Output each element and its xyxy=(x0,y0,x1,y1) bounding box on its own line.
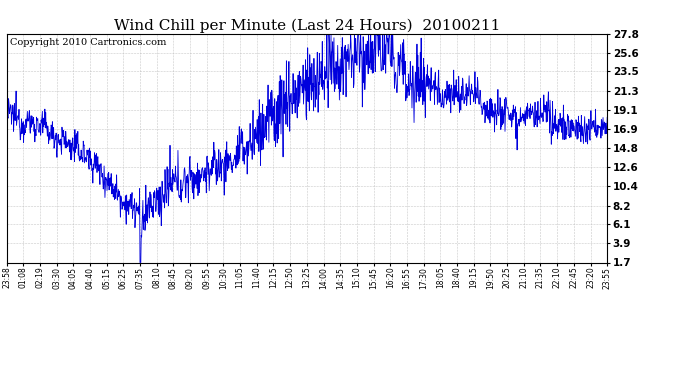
Text: Copyright 2010 Cartronics.com: Copyright 2010 Cartronics.com xyxy=(10,38,166,47)
Title: Wind Chill per Minute (Last 24 Hours)  20100211: Wind Chill per Minute (Last 24 Hours) 20… xyxy=(114,18,500,33)
